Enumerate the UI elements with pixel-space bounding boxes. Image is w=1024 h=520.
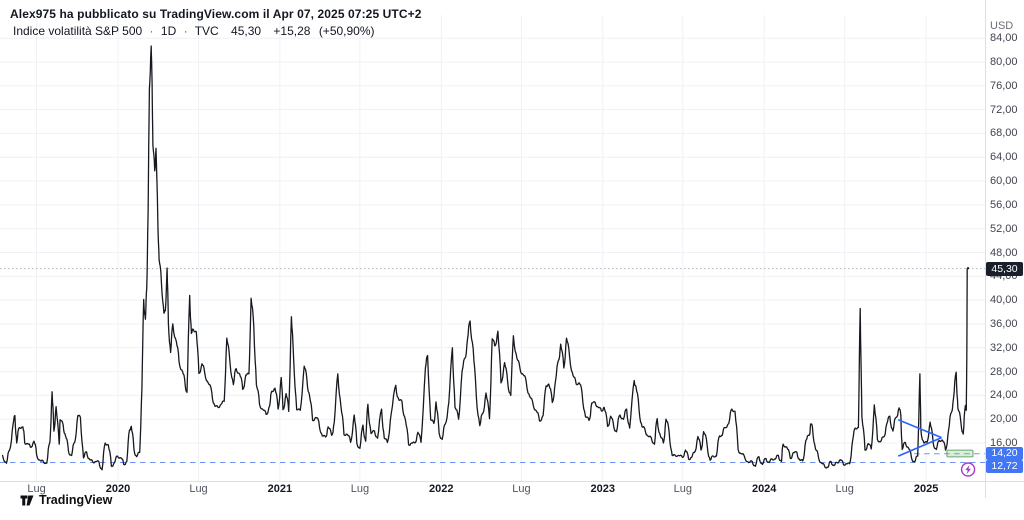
last-price-axis-label: 45,30 <box>986 261 1023 276</box>
tradingview-logo-icon <box>20 494 34 507</box>
interval-label[interactable]: 1D <box>160 24 177 38</box>
triangle-drawing-upper-line[interactable] <box>897 419 942 439</box>
price-tick-label: 52,00 <box>990 222 1018 235</box>
price-change-percent: (+50,90%) <box>318 24 375 38</box>
price-tick-label: 32,00 <box>990 341 1018 354</box>
price-tick-label: 84,00 <box>990 32 1018 45</box>
alert-price-label-14-20[interactable]: 14,20 <box>986 447 1023 461</box>
time-tick-year: 2022 <box>429 483 454 495</box>
time-tick-month: Lug <box>350 483 370 495</box>
time-tick-month: Lug <box>673 483 692 495</box>
price-change-value: +15,28 <box>273 24 311 38</box>
time-tick-month: Lug <box>27 483 46 495</box>
time-tick-year: 2020 <box>105 483 131 495</box>
price-tick-label: 40,00 <box>990 294 1018 307</box>
vix-line-series <box>1 45 970 471</box>
tradingview-logo-text: TradingView <box>39 493 113 507</box>
price-tick-label: 48,00 <box>990 246 1018 259</box>
symbol-info-row[interactable]: Indice volatilità S&P 500 · 1D · TVC 45,… <box>13 24 375 38</box>
price-axis[interactable]: 84,00 80,00 76,00 72,00 68,00 64,00 60,00 56,00… <box>986 0 1024 481</box>
price-tick-label: 68,00 <box>990 127 1018 140</box>
price-tick-label: 76,00 <box>990 79 1018 92</box>
price-tick-label: 28,00 <box>990 365 1018 378</box>
publish-info: Alex975 ha pubblicato su TradingView.com… <box>10 7 422 21</box>
separator-dot: · <box>183 24 188 38</box>
alert-range-marker[interactable] <box>946 449 974 458</box>
price-tick-label: 64,00 <box>990 151 1018 164</box>
price-tick-label: 16,00 <box>990 437 1018 449</box>
alert-lightning-icon[interactable] <box>960 462 976 477</box>
symbol-title[interactable]: Indice volatilità S&P 500 <box>13 24 143 38</box>
currency-label: USD <box>990 20 1014 32</box>
tradingview-logo[interactable]: TradingView <box>20 493 112 507</box>
time-tick-year: 2021 <box>267 483 293 495</box>
time-tick-year: 2024 <box>751 483 777 495</box>
time-tick-year: 2023 <box>590 483 616 495</box>
time-tick-month: Lug <box>835 483 854 495</box>
time-axis[interactable]: Lug 2020 Lug 2021 Lug 2022 Lug 2023 Lug 2024 Lug 20… <box>0 483 985 498</box>
price-tick-label: 80,00 <box>990 56 1018 68</box>
time-tick-month: Lug <box>189 483 208 495</box>
price-tick-label: 72,00 <box>990 103 1018 116</box>
alert-price-label-12-72[interactable]: 12,72 <box>986 460 1023 474</box>
exchange-label: TVC <box>194 24 219 38</box>
price-tick-label: 24,00 <box>990 389 1018 402</box>
price-tick-label: 56,00 <box>990 198 1018 211</box>
separator-dot: · <box>149 24 154 38</box>
time-tick-year: 2025 <box>913 483 939 495</box>
price-tick-label: 60,00 <box>990 175 1018 188</box>
price-tick-label: 36,00 <box>990 317 1018 330</box>
triangle-drawing-lower-line[interactable] <box>897 436 942 457</box>
price-tick-label: 20,00 <box>990 413 1018 426</box>
time-axis-separator <box>0 481 1024 482</box>
time-tick-month: Lug <box>512 483 531 495</box>
price-axis-separator <box>985 0 986 498</box>
last-price-value: 45,30 <box>231 24 262 38</box>
